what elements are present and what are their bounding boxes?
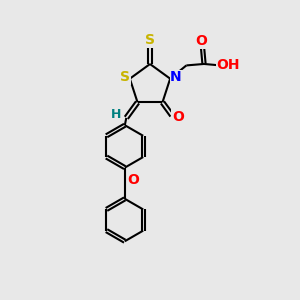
Text: O: O — [172, 110, 184, 124]
Text: O: O — [128, 173, 140, 187]
Text: S: S — [120, 70, 130, 84]
Text: H: H — [111, 108, 121, 122]
Text: N: N — [170, 70, 182, 84]
Text: O: O — [195, 34, 207, 48]
Text: S: S — [145, 33, 155, 47]
Text: OH: OH — [217, 58, 240, 72]
